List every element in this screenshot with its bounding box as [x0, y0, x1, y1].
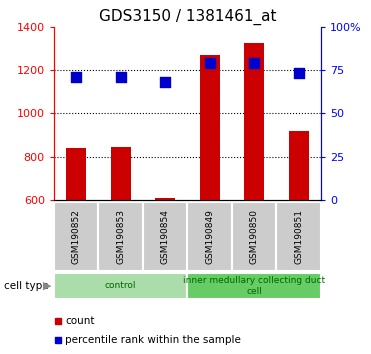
Text: ▶: ▶ [43, 281, 51, 291]
Bar [98, 202, 143, 271]
Bar [187, 202, 232, 271]
Title: GDS3150 / 1381461_at: GDS3150 / 1381461_at [99, 9, 276, 25]
Text: count: count [65, 316, 95, 326]
Point [251, 60, 257, 66]
Bar [54, 202, 98, 271]
Point [207, 60, 213, 66]
Text: GSM190853: GSM190853 [116, 209, 125, 264]
Text: cell type: cell type [4, 281, 48, 291]
Bar [66, 148, 86, 200]
Point [118, 74, 124, 80]
Text: GSM190854: GSM190854 [161, 209, 170, 264]
Bar [276, 202, 321, 271]
Text: inner medullary collecting duct
cell: inner medullary collecting duct cell [183, 276, 325, 296]
Bar [232, 202, 276, 271]
Text: GSM190850: GSM190850 [250, 209, 259, 264]
Bar [111, 147, 131, 200]
Bar [187, 273, 321, 299]
Text: GSM190851: GSM190851 [294, 209, 303, 264]
Point [162, 79, 168, 85]
Text: control: control [105, 281, 136, 290]
Bar [244, 43, 264, 200]
Bar [155, 198, 175, 200]
Point [296, 70, 302, 76]
Bar [54, 273, 187, 299]
Point [73, 74, 79, 80]
Bar [143, 202, 187, 271]
Text: GSM190849: GSM190849 [205, 209, 214, 264]
Bar [200, 55, 220, 200]
Text: GSM190852: GSM190852 [72, 209, 81, 264]
Bar [289, 131, 309, 200]
Text: percentile rank within the sample: percentile rank within the sample [65, 335, 241, 345]
